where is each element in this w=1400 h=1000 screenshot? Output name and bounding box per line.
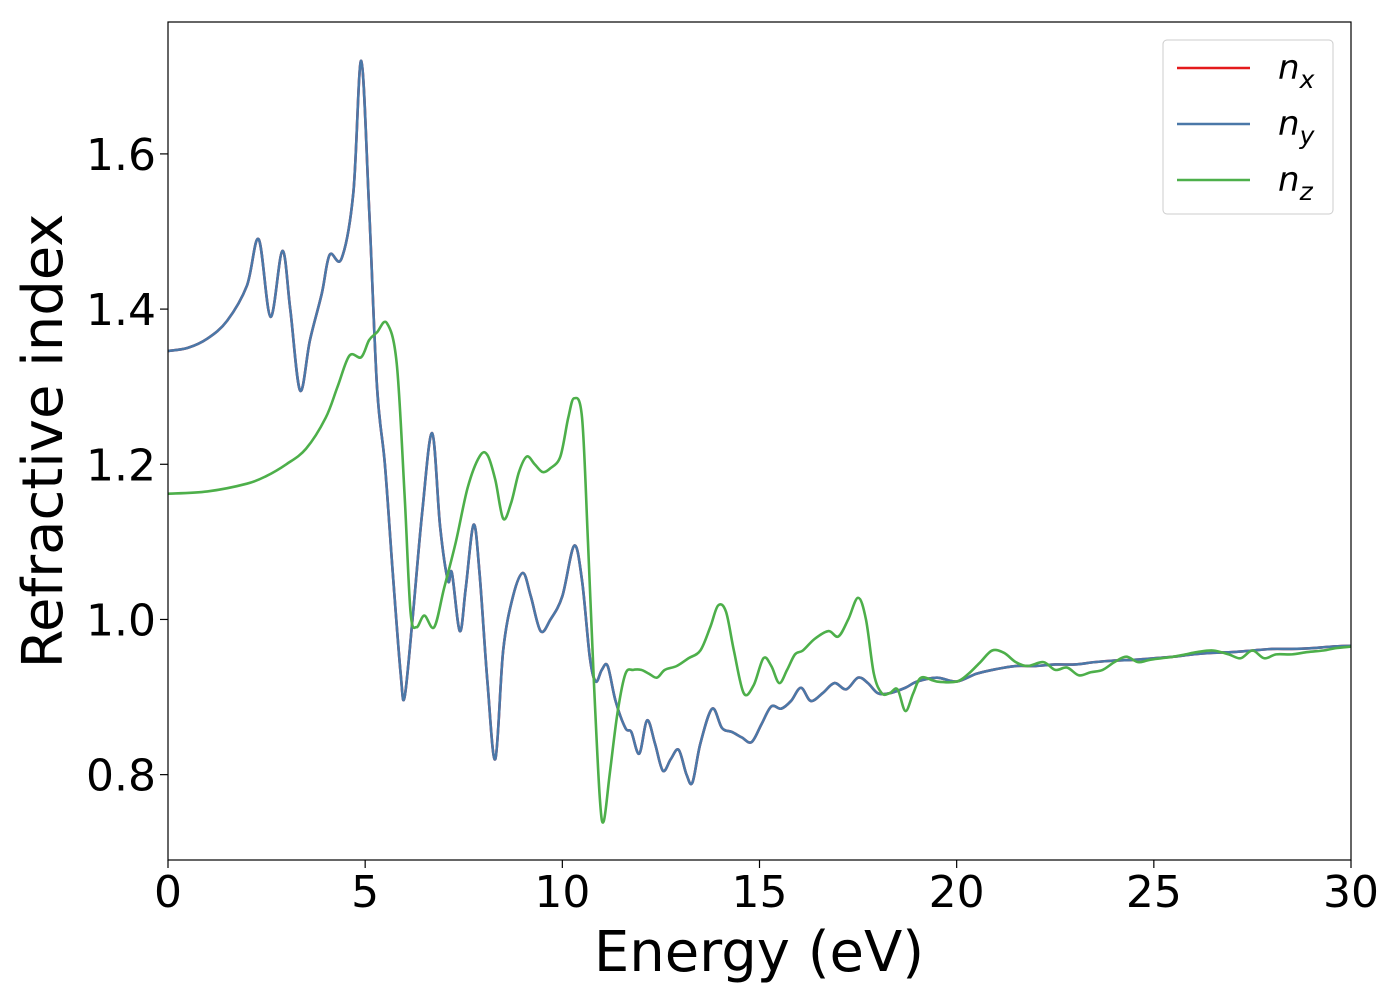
y-tick-label: 1.6	[86, 130, 156, 181]
y-axis: 0.8 1.0 1.2 1.4 1.6	[86, 130, 168, 802]
x-tick-label: 20	[929, 867, 985, 918]
x-axis-title: Energy (eV)	[594, 920, 924, 985]
x-tick-label: 5	[351, 867, 379, 918]
legend-label-subscript: x	[1299, 65, 1315, 94]
y-axis-title: Refractive index	[11, 214, 76, 669]
x-tick-label: 10	[534, 867, 590, 918]
x-axis: 0 5 10 15 20 25 30	[154, 860, 1379, 918]
y-tick-label: 1.0	[86, 595, 156, 646]
y-tick-label: 0.8	[86, 751, 156, 802]
legend-box	[1162, 39, 1334, 215]
legend-label-subscript: z	[1299, 177, 1314, 206]
x-tick-label: 30	[1323, 867, 1379, 918]
y-tick-label: 1.4	[86, 285, 156, 336]
series-line-n-z	[167, 320, 1352, 824]
y-tick-label: 1.2	[86, 440, 156, 491]
series-layer	[167, 59, 1352, 824]
x-tick-label: 15	[732, 867, 788, 918]
x-tick-label: 25	[1126, 867, 1182, 918]
plot-background	[168, 22, 1351, 860]
x-tick-label: 0	[154, 867, 182, 918]
legend-label-subscript: y	[1299, 121, 1316, 150]
series-line-n-y	[167, 59, 1352, 786]
